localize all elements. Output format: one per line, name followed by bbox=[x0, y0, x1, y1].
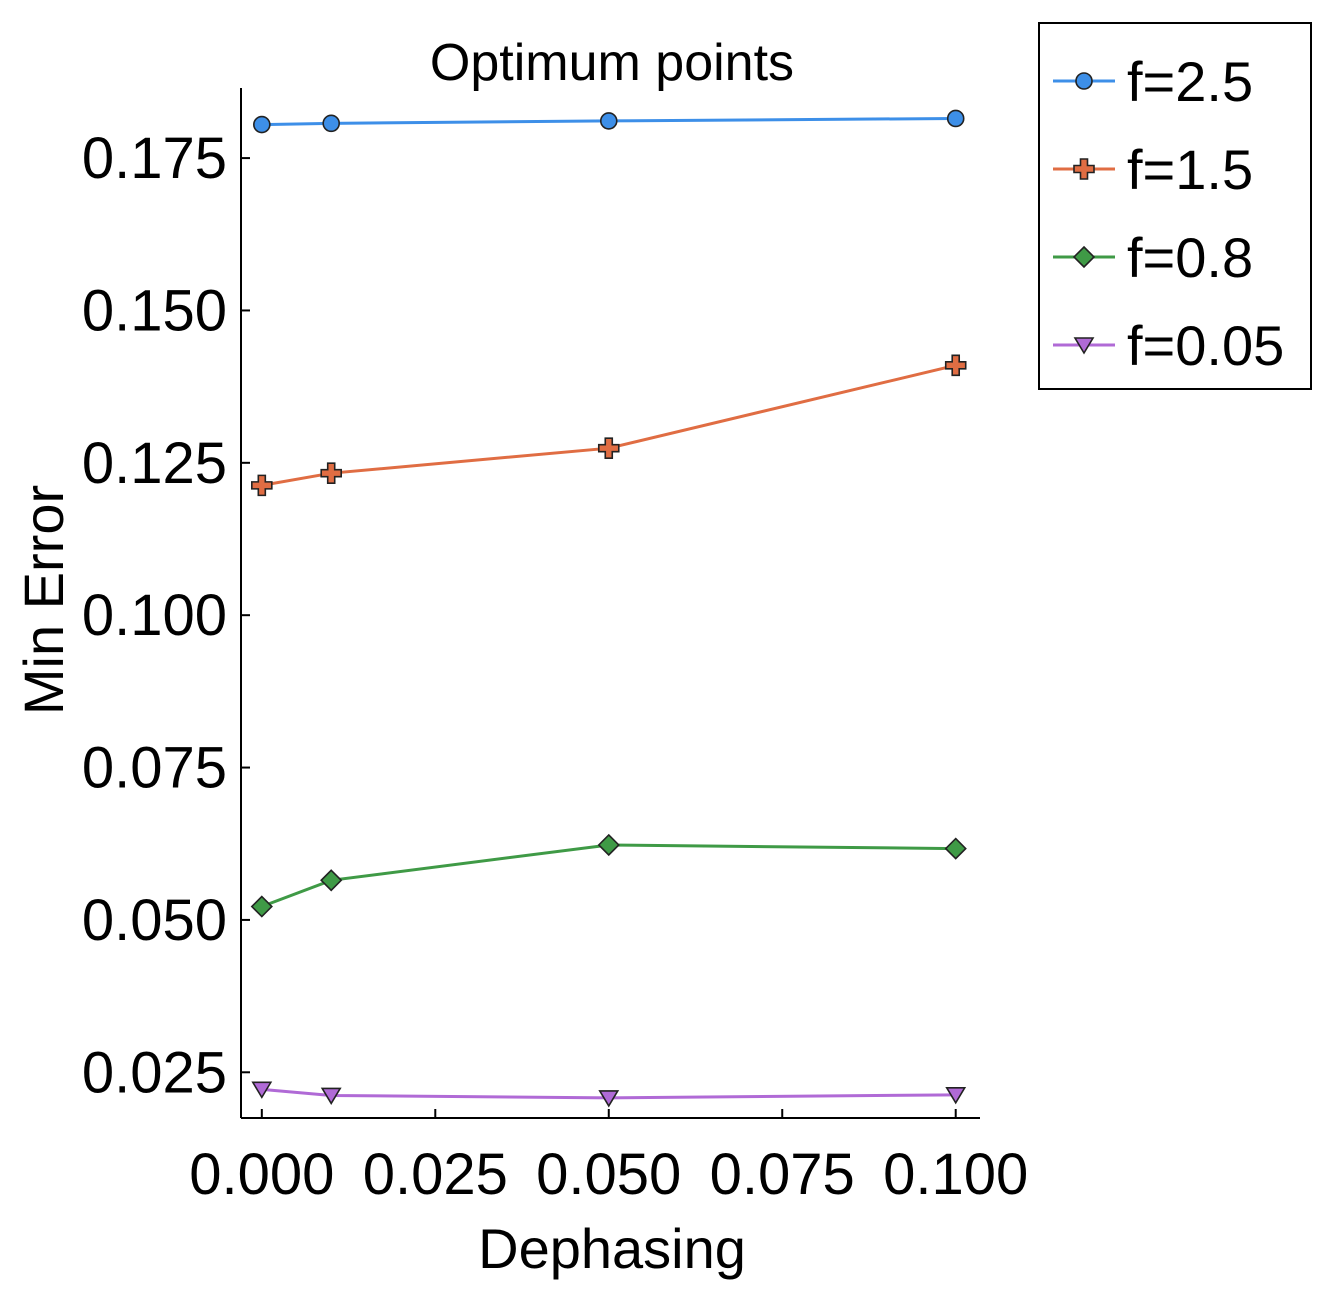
axes: 0.025 0.050 0.075 0.100 0.125 0.150 0.175 0.000… bbox=[82, 88, 1028, 1207]
legend: f=2.5 f=1.5 f=0.8 f=0.05 bbox=[1038, 22, 1312, 390]
data-point bbox=[322, 114, 341, 133]
series-layer bbox=[250, 109, 967, 1108]
chart-title: Optimum points bbox=[430, 34, 794, 92]
data-point bbox=[597, 437, 620, 459]
data-point bbox=[320, 1087, 342, 1106]
y-tick-label: 0.100 bbox=[82, 583, 227, 648]
series-line bbox=[261, 843, 956, 908]
y-tick-label: 0.025 bbox=[82, 1040, 227, 1105]
series-line bbox=[261, 116, 956, 127]
legend-marker bbox=[1073, 337, 1095, 355]
y-tick-label: 0.075 bbox=[82, 736, 227, 801]
data-point bbox=[944, 354, 967, 377]
data-point bbox=[250, 895, 273, 918]
series-f=0.8 bbox=[250, 833, 967, 918]
legend-label: f=1.5 bbox=[1127, 138, 1253, 201]
x-tick-label: 0.025 bbox=[363, 1142, 508, 1207]
x-tick-label: 0.075 bbox=[710, 1142, 855, 1207]
y-tick-label: 0.050 bbox=[82, 888, 227, 953]
y-tick-label: 0.175 bbox=[82, 126, 227, 191]
data-point bbox=[944, 837, 967, 860]
data-point bbox=[946, 109, 965, 128]
legend-marker bbox=[1072, 245, 1096, 269]
x-axis-label: Dephasing bbox=[478, 1217, 746, 1280]
series-line bbox=[261, 1087, 956, 1100]
data-point bbox=[253, 115, 271, 134]
data-point bbox=[598, 1090, 620, 1108]
data-point bbox=[320, 462, 343, 484]
series-f=1.5 bbox=[251, 354, 967, 497]
legend-label: f=2.5 bbox=[1127, 50, 1253, 113]
data-point bbox=[320, 869, 343, 892]
y-tick-label: 0.150 bbox=[82, 278, 227, 343]
series-f=0.05 bbox=[251, 1081, 967, 1108]
legend-marker bbox=[1073, 158, 1095, 180]
series-line bbox=[261, 363, 957, 487]
series-f=2.5 bbox=[253, 109, 965, 134]
y-tick-label: 0.125 bbox=[82, 431, 227, 496]
y-axis-label: Min Error bbox=[12, 485, 75, 715]
data-point bbox=[597, 833, 620, 857]
x-tick-label: 0.050 bbox=[536, 1142, 681, 1207]
legend-label: f=0.05 bbox=[1127, 314, 1284, 377]
legend-label: f=0.8 bbox=[1127, 226, 1253, 289]
x-tick-label: 0.000 bbox=[189, 1142, 334, 1207]
x-tick-label: 0.100 bbox=[883, 1142, 1028, 1207]
data-point bbox=[251, 474, 273, 497]
legend-marker bbox=[1075, 72, 1093, 90]
data-point bbox=[945, 1087, 967, 1105]
data-point bbox=[599, 112, 618, 130]
data-point bbox=[251, 1081, 273, 1099]
